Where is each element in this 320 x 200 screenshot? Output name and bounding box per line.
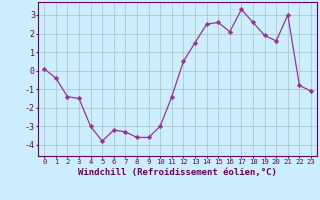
X-axis label: Windchill (Refroidissement éolien,°C): Windchill (Refroidissement éolien,°C) (78, 168, 277, 177)
